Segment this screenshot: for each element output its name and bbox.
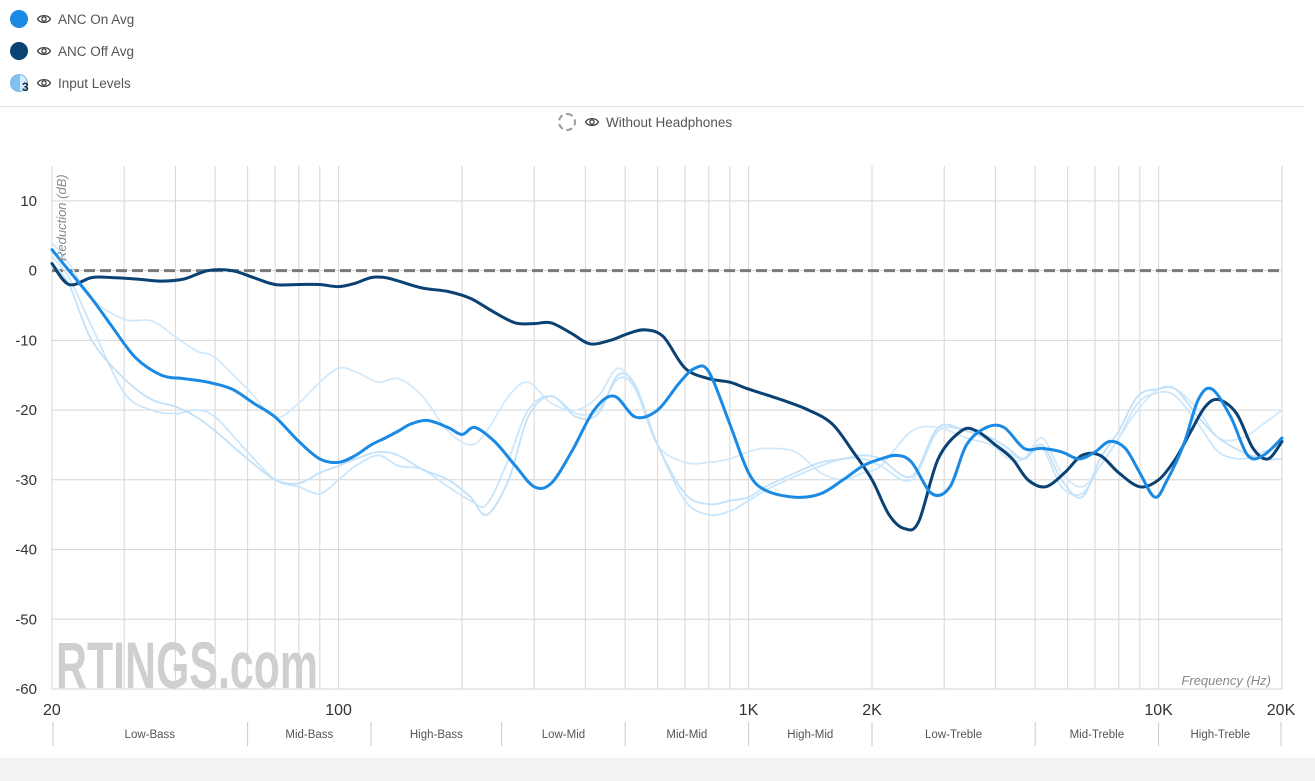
y-tick-label: 0 [29,263,37,280]
y-tick-label: -30 [15,472,37,489]
y-axis-label: Reduction (dB) [54,174,69,261]
x-tick-label: 10K [1144,702,1173,719]
x-tick-labels: 20 100 1K 2K 10K 20K [43,702,1296,719]
legend-label: Input Levels [58,75,131,91]
legend-item-anc-on-avg[interactable]: ANC On Avg [10,8,134,30]
rtings-watermark: RTINGS.com [56,628,318,702]
series-line-anc-off-avg [50,262,1284,532]
series-line-anc-on-avg [50,248,1284,499]
y-tick-label: -20 [15,402,37,419]
y-tick-label: -50 [15,611,37,628]
y-tick-labels: 10 0 -10 -20 -30 -40 -50 -60 [15,193,37,698]
y-tick-label: -60 [15,681,37,698]
x-tick-label: 2K [862,702,882,719]
band-label: Mid-Treble [1070,729,1125,741]
anc-off-swatch[interactable] [10,42,28,60]
band-label: Mid-Mid [666,729,707,741]
series-group [50,241,1284,532]
series-line-input-level-2 [51,255,1283,517]
x-tick-label: 1K [739,702,759,719]
y-tick-label: 10 [20,193,37,210]
horizontal-grid [52,200,1282,690]
frequency-chart: RTINGS.com 100-10-20-30-40-50-60 20 100 1K… [15,166,1296,746]
band-label: Mid-Bass [285,729,333,741]
frequency-bands: Low-Bass Mid-Bass High-Bass Low-Mid Mid-Mid H… [52,722,1282,746]
vertical-grid [51,166,1283,689]
legend-item-input-levels[interactable]: 3 Input Levels [10,72,131,94]
y-tick-label: -40 [15,542,37,559]
footer-bar [0,758,1315,781]
without-headphones-swatch[interactable] [558,113,576,131]
x-axis-label: Frequency (Hz) [1181,673,1271,688]
x-tick-label: 20 [43,702,61,719]
band-label: High-Treble [1190,729,1250,741]
band-label: Low-Bass [125,729,176,741]
input-levels-swatch[interactable]: 3 [10,74,29,94]
x-tick-label: 100 [325,702,352,719]
band-label: High-Mid [787,729,833,741]
y-tick-label: -10 [15,332,37,349]
eye-icon[interactable] [36,75,52,91]
band-label: Low-Mid [542,729,585,741]
input-levels-count: 3 [22,80,29,94]
legend-item-without-headphones[interactable]: Without Headphones [558,111,732,133]
legend-label: Without Headphones [606,114,733,130]
legend-label: ANC On Avg [58,11,135,27]
anc-on-swatch[interactable] [10,10,28,28]
band-label: High-Bass [410,729,463,741]
legend: ANC On Avg ANC Off Avg 3 Input Levels [0,0,1305,107]
legend-item-anc-off-avg[interactable]: ANC Off Avg [10,40,134,62]
series-line-input-level-3 [51,262,1283,516]
band-label: Low-Treble [925,729,982,741]
eye-icon[interactable] [584,114,600,130]
eye-icon[interactable] [36,43,52,59]
x-tick-label: 20K [1267,702,1296,719]
legend-label: ANC Off Avg [58,43,135,59]
eye-icon[interactable] [36,11,52,27]
